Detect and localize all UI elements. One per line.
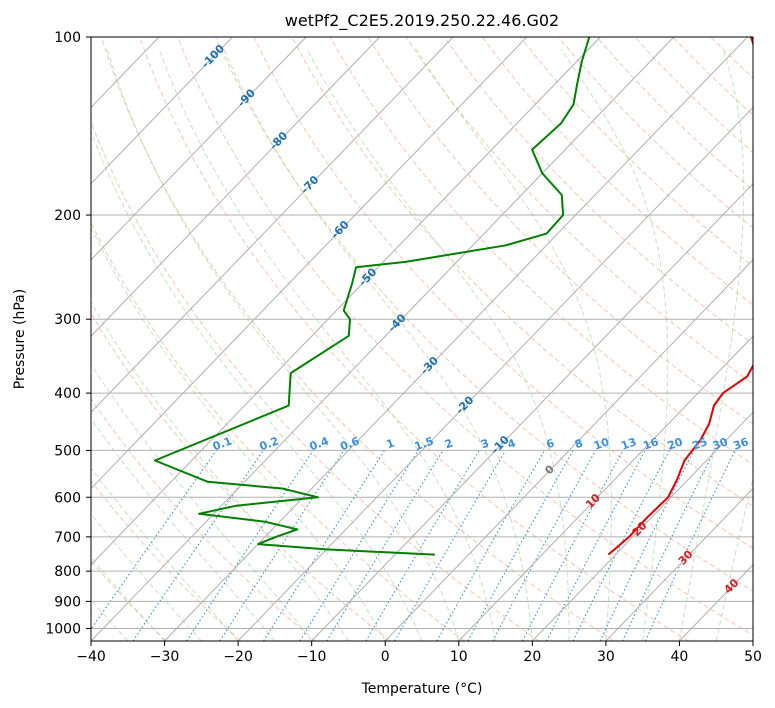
isotherm — [91, 37, 233, 185]
y-tick-label: 500 — [54, 443, 81, 459]
y-tick-label: 800 — [54, 564, 81, 580]
mixing-ratio-label: 16 — [641, 435, 660, 453]
dry-adiabat — [101, 37, 614, 641]
dry-adiabat — [91, 560, 167, 641]
plot-area — [91, 37, 753, 641]
moist-adiabat — [91, 301, 349, 641]
isotherm — [237, 106, 753, 641]
x-tick-label: 50 — [744, 649, 762, 665]
isotherm — [458, 335, 753, 641]
moist-adiabat — [91, 512, 202, 641]
mixing-ratio-label: 0.4 — [308, 434, 331, 453]
mixing-ratio-label: 3 — [479, 437, 491, 452]
mixing-ratio-label: 1 — [385, 437, 397, 452]
y-tick-label: 300 — [54, 312, 81, 328]
dry-adiabat — [91, 480, 242, 641]
isotherm — [384, 259, 753, 641]
moist-adiabat — [306, 49, 570, 641]
x-tick-label: 20 — [523, 649, 541, 665]
mixing-ratio-line — [572, 450, 670, 641]
y-tick-label: 400 — [54, 386, 81, 402]
mixing-ratio-label: 0.6 — [338, 434, 361, 453]
isotherm — [91, 37, 380, 337]
moist-adiabat — [715, 475, 753, 641]
dry-adiabat — [91, 312, 391, 641]
dry-adiabat — [91, 221, 465, 641]
x-tick-label: 30 — [597, 649, 615, 665]
y-tick-label: 100 — [54, 30, 81, 46]
profile-lines — [153, 37, 753, 556]
mixing-ratio-label: 4 — [506, 436, 518, 451]
moist-adiabat — [223, 49, 533, 641]
x-tick-label: −30 — [150, 649, 180, 665]
moist-adiabat — [560, 49, 669, 641]
isotherm — [605, 487, 753, 641]
x-tick-label: 0 — [381, 649, 390, 665]
y-tick-label: 900 — [54, 594, 81, 610]
moist-adiabat — [158, 49, 497, 641]
x-tick-label: 40 — [671, 649, 689, 665]
mixing-ratio-label: 1.5 — [413, 434, 436, 453]
y-tick-label: 1000 — [45, 621, 81, 637]
mixing-ratio-line — [91, 450, 217, 631]
moist-adiabat — [415, 49, 612, 641]
mixing-ratio-line — [263, 450, 386, 641]
mixing-ratio-label: 0.1 — [211, 434, 234, 453]
x-tick-label: −20 — [223, 649, 253, 665]
moist-adiabat — [91, 363, 313, 641]
moist-adiabat — [91, 556, 165, 641]
temperature-line — [607, 37, 753, 556]
dry-adiabat — [405, 37, 753, 385]
moist-adiabat — [91, 226, 386, 641]
moist-adiabat — [106, 49, 460, 641]
mixing-ratio-line — [299, 450, 419, 641]
y-tick-label: 600 — [54, 490, 81, 506]
mixing-ratio-label: 6 — [545, 436, 557, 451]
mixing-ratio-label: 30 — [711, 435, 730, 453]
mixing-ratio-label: 8 — [573, 437, 585, 452]
dry-adiabat — [291, 37, 753, 507]
mixing-ratio-label: 2 — [443, 437, 455, 452]
dry-adiabat — [139, 37, 689, 641]
isotherm — [531, 411, 753, 641]
y-tick-label: 700 — [54, 530, 81, 546]
mixing-ratio-line — [132, 450, 264, 641]
isotherm — [91, 37, 601, 566]
chart-title: wetPf2_C2E5.2019.250.22.46.G02 — [285, 11, 559, 31]
x-tick-label: −10 — [297, 649, 327, 665]
mixing-ratio-label: 25 — [690, 435, 709, 452]
mixing-ratio-label: 13 — [619, 435, 638, 452]
dry-adiabat — [329, 37, 753, 466]
mixing-ratio-label: 10 — [592, 435, 611, 453]
mixing-ratio-line — [467, 450, 574, 641]
y-tick-label: 200 — [54, 208, 81, 224]
isotherm — [91, 37, 454, 414]
isotherm — [311, 182, 753, 641]
mixing-ratio-label: 0.2 — [258, 435, 281, 454]
moist-adiabat — [678, 49, 745, 641]
mixing-ratio-line — [219, 450, 345, 641]
x-tick-label: −40 — [76, 649, 106, 665]
y-axis-label: Pressure (hPa) — [12, 289, 28, 389]
x-tick-label: 10 — [450, 649, 468, 665]
dry-adiabat — [443, 37, 753, 345]
background-lines — [91, 37, 753, 641]
mixing-ratio-label: 36 — [732, 435, 751, 453]
plot-frame — [90, 36, 754, 642]
mixing-ratio-line — [186, 450, 314, 641]
isotherm — [164, 37, 748, 641]
mixing-ratio-line — [326, 450, 444, 641]
dry-adiabat — [253, 37, 753, 549]
axes: −40 −30 −20 −10 0 10 20 30 40 5010020030040050060… — [45, 30, 762, 665]
moist-adiabat — [91, 417, 276, 641]
mixing-ratio-line — [436, 450, 545, 641]
isotherm — [91, 37, 307, 261]
isotherm — [91, 37, 528, 490]
isotherm — [91, 37, 675, 641]
mixing-ratio-label: 20 — [666, 435, 685, 453]
moist-adiabat — [91, 467, 239, 641]
x-axis-label: Temperature (°C) — [361, 681, 483, 697]
dewpoint-line — [153, 37, 591, 556]
